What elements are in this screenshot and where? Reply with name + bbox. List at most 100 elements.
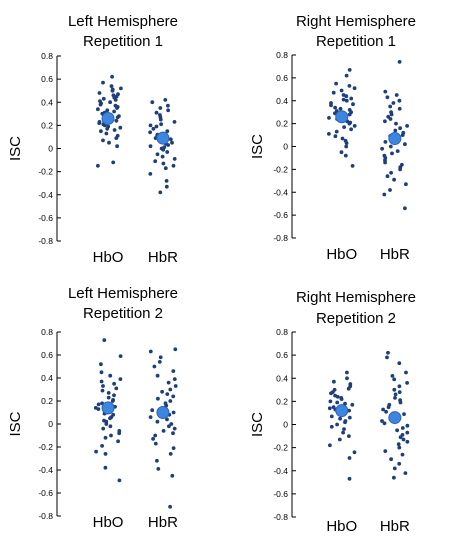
data-point <box>151 437 156 441</box>
data-point <box>110 399 115 403</box>
data-point <box>398 126 402 131</box>
y-tick-label: 0.2 <box>276 119 288 129</box>
data-point <box>346 386 351 391</box>
y-tick-label: 0.6 <box>41 74 53 84</box>
data-point <box>148 130 153 135</box>
data-point <box>388 104 393 109</box>
y-tick-label: 0.2 <box>276 396 288 406</box>
data-point <box>101 96 106 101</box>
data-point <box>96 402 101 407</box>
data-point <box>106 395 111 400</box>
chart-panel-4: Right Hemisphere Repetition 2 0.8 0.6 0.4 0.2… <box>249 289 416 535</box>
y-tick-label: 0.2 <box>41 396 53 406</box>
data-point <box>382 192 387 197</box>
data-point <box>400 426 405 430</box>
data-point <box>383 89 388 94</box>
data-point <box>385 174 390 179</box>
chart-title-line: Left Hemisphere <box>68 285 178 302</box>
data-point <box>97 91 102 95</box>
data-point <box>393 396 397 400</box>
data-point <box>170 473 175 478</box>
data-point <box>352 124 357 128</box>
data-point <box>394 93 399 97</box>
data-point <box>405 381 409 385</box>
y-axis-label: ISC <box>249 412 266 437</box>
data-point <box>117 431 122 436</box>
data-point <box>150 408 155 413</box>
x-category-label: HbO <box>326 518 357 535</box>
chart-panel-1: Left Hemisphere Repetition 1 0.8 0.6 0.4 0.2 0… <box>7 13 178 266</box>
data-point <box>347 456 352 460</box>
y-axis-label: ISC <box>249 134 266 159</box>
data-point <box>164 184 169 189</box>
data-point <box>153 159 158 164</box>
data-point <box>403 206 407 211</box>
data-point <box>156 396 160 401</box>
data-point <box>339 150 344 155</box>
data-point <box>392 387 397 392</box>
data-point <box>159 122 164 127</box>
data-point <box>389 112 394 117</box>
data-point <box>172 120 177 124</box>
y-tick-label: -0.6 <box>38 488 53 498</box>
data-point <box>329 103 333 108</box>
y-tick-label: 0.4 <box>41 373 53 383</box>
data-point <box>392 177 396 182</box>
data-point <box>398 400 403 405</box>
data-point <box>332 379 336 384</box>
data-point <box>383 119 387 124</box>
data-point <box>115 106 119 110</box>
data-point <box>386 405 391 410</box>
data-point <box>386 350 390 355</box>
data-point <box>341 430 345 435</box>
y-tick-label: -0.4 <box>38 190 53 200</box>
data-point <box>117 478 122 483</box>
data-point <box>397 445 402 450</box>
y-tick-label: 0 <box>48 419 53 429</box>
data-point <box>345 370 349 375</box>
data-point <box>342 125 346 129</box>
data-point <box>101 80 105 85</box>
data-point <box>99 129 103 134</box>
data-point <box>339 397 344 401</box>
data-point <box>157 360 162 364</box>
data-point <box>153 433 158 438</box>
data-point <box>388 144 393 149</box>
data-point <box>344 73 349 78</box>
data-point <box>114 386 119 391</box>
data-point <box>347 68 352 72</box>
data-point <box>383 140 388 144</box>
data-point <box>390 374 395 378</box>
x-category-label: HbO <box>93 514 124 531</box>
data-point <box>166 380 171 385</box>
data-point <box>160 389 165 394</box>
mean-marker <box>335 110 349 124</box>
y-axis-label: ISC <box>7 136 24 161</box>
data-point <box>155 458 159 463</box>
data-point <box>349 96 354 101</box>
data-point <box>105 126 110 131</box>
data-point <box>155 152 160 157</box>
data-point <box>333 134 338 139</box>
data-point <box>108 100 112 105</box>
data-point <box>108 373 113 378</box>
y-tick-label: -0.6 <box>273 489 288 499</box>
y-tick-label: -0.8 <box>38 236 53 246</box>
data-point <box>104 422 109 426</box>
data-point <box>171 163 176 168</box>
data-point <box>116 439 120 444</box>
data-point <box>158 117 163 122</box>
data-point <box>168 504 173 509</box>
data-point <box>397 361 402 366</box>
data-point <box>382 421 387 426</box>
data-point <box>381 407 385 412</box>
data-point <box>328 399 333 404</box>
data-point <box>114 118 119 123</box>
data-point <box>335 394 340 399</box>
data-point <box>160 154 165 159</box>
data-point <box>105 108 110 113</box>
data-point <box>352 86 357 91</box>
data-point <box>118 125 123 130</box>
mean-marker <box>335 404 349 418</box>
